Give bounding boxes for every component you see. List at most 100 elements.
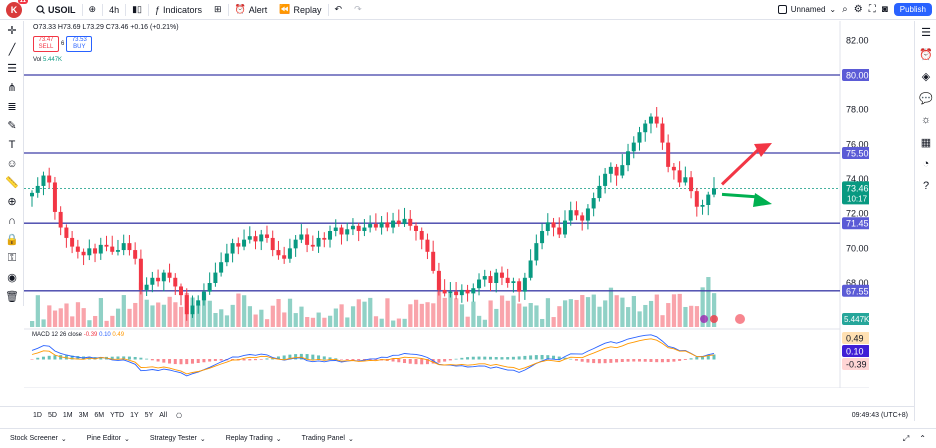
- range-button-1m[interactable]: 1M: [62, 412, 73, 419]
- watchlist-icon[interactable]: ☰: [921, 26, 931, 39]
- panel-tab-strategy-tester[interactable]: Strategy Tester ⌄: [140, 435, 216, 443]
- lock-drawings-icon[interactable]: 🔒: [5, 234, 19, 246]
- candle-body: [482, 276, 487, 280]
- emoji-icon[interactable]: ☺: [6, 157, 18, 170]
- candle-body: [671, 166, 676, 171]
- zoom-in-icon[interactable]: ⊕: [7, 196, 17, 208]
- candle-body: [184, 295, 189, 315]
- candle-body: [385, 222, 390, 228]
- trend-line-icon[interactable]: ╱: [8, 44, 16, 56]
- camera-icon[interactable]: ◙: [881, 4, 888, 15]
- macd-hist-bar: [242, 359, 246, 361]
- volume-bar: [643, 304, 648, 327]
- compare-button[interactable]: ⊕: [83, 0, 103, 20]
- notification-icon[interactable]: ◔: [922, 158, 930, 170]
- range-button-1y[interactable]: 1Y: [130, 412, 139, 419]
- macd-badge-label: 0.10: [846, 347, 864, 357]
- range-button-5y[interactable]: 5Y: [144, 412, 154, 419]
- panel-tab-stock-screener[interactable]: Stock Screener ⌄: [0, 435, 77, 443]
- buy-button[interactable]: 73.53 BUY: [66, 36, 93, 52]
- undo-button[interactable]: ↶: [329, 0, 349, 20]
- horizontal-lines-icon[interactable]: ☰: [7, 63, 17, 75]
- brush-icon[interactable]: ✎: [7, 120, 17, 132]
- layout-name-button[interactable]: Unnamed ⌄: [777, 5, 836, 14]
- fib-retracement-icon[interactable]: ≣: [7, 101, 17, 113]
- range-button-6m[interactable]: 6M: [94, 412, 105, 419]
- text-icon[interactable]: T: [8, 138, 16, 151]
- macd-hist-bar: [122, 356, 126, 360]
- crosshair-icon[interactable]: ✛: [7, 25, 17, 37]
- help-icon[interactable]: ?: [922, 180, 930, 192]
- magnet-icon[interactable]: ∩: [8, 214, 16, 227]
- object-tree-icon[interactable]: ◈: [921, 70, 931, 83]
- candle-body: [373, 224, 378, 228]
- chart-area[interactable]: 82.0078.0076.0074.0072.0070.0068.0066.00…: [24, 21, 869, 388]
- pitchfork-icon[interactable]: ⋔: [7, 82, 17, 94]
- volume-bar: [494, 308, 499, 327]
- panel-tab-pine-editor[interactable]: Pine Editor ⌄: [77, 435, 140, 443]
- alarm-icon: ⏰: [234, 4, 246, 14]
- range-button-all[interactable]: All: [159, 412, 168, 419]
- trash-icon[interactable]: 🗑: [5, 291, 19, 303]
- indicators-button[interactable]: ƒ Indicators: [149, 0, 208, 20]
- volume-bar: [448, 293, 453, 327]
- volume-bar: [712, 293, 717, 327]
- alert-button[interactable]: ⏰ Alert: [229, 0, 274, 20]
- ideas-icon[interactable]: ☼: [920, 114, 932, 126]
- eye-icon[interactable]: ◉: [7, 272, 17, 284]
- candle-body: [637, 132, 642, 143]
- volume-bar: [270, 305, 275, 327]
- user-avatar[interactable]: K 11: [6, 0, 28, 18]
- chart-type-button[interactable]: ▮▯: [126, 0, 148, 20]
- calendar-icon[interactable]: ▦: [920, 136, 932, 149]
- candle-body: [196, 300, 201, 306]
- range-button-5d[interactable]: 5D: [47, 412, 57, 419]
- candle-body: [448, 291, 453, 294]
- settings-icon[interactable]: ⚙: [853, 4, 863, 15]
- search-icon[interactable]: ⌕: [842, 4, 848, 15]
- volume-bar: [471, 301, 476, 327]
- clock[interactable]: 09:49:43 (UTC+8): [851, 412, 908, 419]
- sell-button[interactable]: 73.47 SELL: [33, 36, 59, 52]
- candle-body: [70, 237, 75, 247]
- chart-canvas[interactable]: 82.0078.0076.0074.0072.0070.0068.0066.00…: [24, 21, 869, 388]
- candle-body: [98, 244, 103, 254]
- replay-button[interactable]: ⏪ Replay: [273, 0, 327, 20]
- range-button-ytd[interactable]: YTD: [110, 412, 125, 419]
- volume-bar: [207, 300, 212, 327]
- panel-tab-trading-panel[interactable]: Trading Panel ⌄: [292, 435, 364, 443]
- candle-body: [517, 281, 522, 292]
- maximize-icon[interactable]: ⤢: [902, 433, 910, 443]
- alarm-icon[interactable]: ⏰: [919, 48, 933, 61]
- macd-hist-bar: [288, 354, 292, 360]
- macd-hist-bar: [471, 356, 475, 360]
- interval-button[interactable]: 4h: [103, 0, 125, 20]
- volume-bar: [666, 303, 671, 327]
- macd-hist-bar: [408, 359, 412, 364]
- lock-icon[interactable]: ⚿: [7, 252, 17, 264]
- range-button-1d[interactable]: 1D: [33, 412, 42, 419]
- publish-button[interactable]: Publish: [893, 3, 932, 16]
- macd-hist-bar: [500, 357, 504, 360]
- macd-signal-value: 0.49: [112, 332, 125, 338]
- redo-button[interactable]: ↷: [348, 0, 368, 20]
- goto-date-icon[interactable]: ⎔: [176, 412, 183, 420]
- volume-bar: [144, 299, 149, 327]
- layouts-button[interactable]: ⊞: [208, 0, 228, 20]
- macd-hist-bar: [695, 357, 699, 360]
- candle-body: [545, 222, 550, 231]
- volume-bar: [522, 306, 528, 327]
- volume-bar: [121, 295, 126, 327]
- collapse-icon[interactable]: ⌃: [919, 433, 926, 443]
- panel-tab-replay-trading[interactable]: Replay Trading ⌄: [216, 435, 292, 443]
- candle-body: [115, 250, 120, 252]
- chat-icon[interactable]: 💬: [919, 92, 933, 105]
- candle-body: [683, 177, 688, 183]
- range-button-3m[interactable]: 3M: [78, 412, 89, 419]
- ruler-icon[interactable]: 📏: [5, 177, 19, 189]
- fullscreen-icon[interactable]: ⛶: [868, 4, 876, 15]
- volume-bar: [328, 315, 333, 327]
- symbol-search[interactable]: USOIL: [30, 0, 82, 20]
- volume-bar: [436, 279, 442, 327]
- volume-bar: [339, 304, 344, 327]
